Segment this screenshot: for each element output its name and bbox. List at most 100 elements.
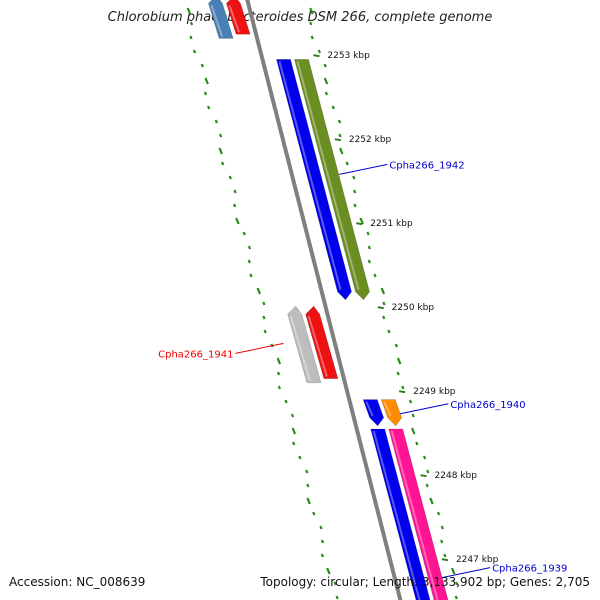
gc-skew-dot-outer — [440, 525, 444, 530]
gc-skew-dot-outer — [425, 483, 429, 488]
gc-skew-dot-outer — [324, 91, 329, 96]
gene-feature-highlight — [296, 61, 360, 291]
gene-feature-highlight — [289, 315, 311, 382]
gc-skew-dot-outer — [353, 203, 357, 208]
gc-skew-dot-outer — [366, 231, 370, 236]
gc-skew-dot-outer — [339, 147, 344, 155]
gc-skew-dot-inner — [200, 63, 204, 68]
gc-skew-dot-outer — [440, 539, 444, 544]
coordinate-tick-label: 2249 kbp — [413, 387, 456, 397]
gc-skew-dot-outer — [309, 21, 313, 26]
gc-skew-dot-inner — [284, 399, 288, 404]
gene-feature-highlight — [390, 430, 439, 600]
gene-feature — [294, 59, 370, 301]
gc-skew-dot-inner — [206, 105, 211, 110]
gc-skew-dot-outer — [323, 63, 327, 68]
gc-skew-dot-inner — [263, 329, 267, 334]
gc-skew-dot-outer — [454, 595, 458, 600]
gc-skew-dot-outer — [317, 49, 321, 54]
gc-skew-dot-outer — [394, 343, 399, 348]
gc-skew-dot-outer — [380, 287, 386, 295]
gene-feature-highlight — [210, 5, 224, 37]
gc-skew-dot-outer — [338, 133, 342, 138]
coordinate-tick-label: 2251 kbp — [370, 219, 413, 229]
gc-skew-dot-inner — [290, 413, 295, 418]
gc-skew-dot-outer — [426, 469, 430, 474]
gc-skew-dot-outer — [382, 301, 386, 306]
coordinate-tick — [441, 558, 449, 562]
gene-feature-highlight — [365, 401, 374, 417]
gc-skew-dot-inner — [189, 35, 193, 40]
gene-feature — [380, 399, 403, 427]
gc-skew-dot-inner — [233, 203, 237, 208]
coordinate-tick-label: 2248 kbp — [435, 471, 478, 481]
gene-feature — [276, 59, 352, 301]
gc-skew-dot-inner — [228, 175, 232, 180]
gc-skew-dot-outer — [422, 455, 427, 460]
gene-feature — [362, 399, 385, 427]
gc-skew-dot-outer — [396, 371, 400, 376]
gene-feature — [226, 0, 251, 35]
gc-skew-dot-outer — [436, 511, 441, 516]
gc-skew-dot-inner — [218, 147, 223, 155]
gene-feature — [388, 428, 449, 600]
gc-skew-dot-inner — [221, 161, 225, 166]
gene-label-leader — [400, 403, 449, 415]
coordinate-tick — [356, 222, 363, 226]
gene-feature-highlight — [278, 61, 342, 291]
gc-skew-dot-outer — [450, 567, 456, 575]
gene-feature-highlight — [372, 430, 421, 600]
coordinate-tick-label: 2247 kbp — [456, 555, 499, 565]
gc-skew-dot-outer — [411, 427, 416, 435]
gene-feature — [287, 305, 322, 384]
gc-skew-dot-inner — [291, 427, 297, 435]
gc-skew-dot-outer — [411, 413, 415, 418]
gc-skew-dot-inner — [333, 581, 337, 586]
gc-skew-dot-inner — [203, 91, 208, 96]
gc-skew-dot-outer — [309, 7, 314, 15]
gc-skew-dot-inner — [305, 469, 309, 474]
gc-skew-dot-outer — [310, 35, 314, 40]
gc-skew-dot-outer — [367, 245, 371, 250]
gc-skew-dot-outer — [367, 259, 371, 264]
gene-label: Cpha266_1942 — [389, 160, 464, 171]
gc-skew-dot-inner — [312, 511, 316, 516]
coordinate-tick — [377, 306, 384, 310]
gene-feature — [305, 305, 339, 379]
coordinate-tick-label: 2252 kbp — [349, 135, 392, 145]
gc-skew-dot-outer — [396, 357, 402, 365]
gene-label: Cpha266_1940 — [450, 400, 525, 411]
gc-skew-dot-inner — [319, 525, 323, 530]
gene-label: Cpha266_1939 — [492, 564, 567, 575]
coordinate-tick — [420, 474, 427, 478]
gc-skew-dot-outer — [359, 217, 364, 225]
gc-skew-dot-inner — [262, 301, 266, 306]
gene-feature-highlight — [307, 315, 328, 377]
gc-skew-dot-outer — [331, 105, 335, 110]
gc-skew-dot-inner — [335, 595, 339, 600]
gc-skew-dot-outer — [455, 581, 459, 586]
gene-label: Cpha266_1941 — [158, 349, 233, 360]
gc-skew-dot-outer — [323, 77, 329, 85]
gc-skew-dot-inner — [235, 217, 240, 225]
coordinate-tick — [334, 138, 342, 142]
gc-skew-dot-outer — [415, 441, 419, 446]
gc-skew-dot-outer — [408, 399, 413, 404]
gene-feature — [208, 0, 234, 39]
gc-skew-dot-outer — [401, 385, 405, 390]
gc-skew-dot-inner — [262, 315, 266, 320]
gc-skew-dot-inner — [249, 273, 253, 278]
gene-feature-highlight — [228, 5, 241, 33]
accession-label: Accession: NC_008639 — [9, 575, 146, 589]
gc-skew-dot-inner — [192, 49, 197, 54]
coordinate-tick-label: 2250 kbp — [392, 303, 435, 313]
gc-skew-dot-inner — [320, 539, 325, 544]
gc-skew-dot-outer — [373, 273, 377, 278]
map-title: Chlorobium phaeobacteroides DSM 266, com… — [107, 10, 493, 25]
gc-skew-dot-inner — [276, 371, 281, 376]
gc-skew-dot-outer — [337, 119, 342, 124]
gc-skew-dot-inner — [204, 77, 209, 85]
summary-label: Topology: circular; Length: 3,133,902 bp… — [260, 575, 590, 589]
gc-skew-dot-inner — [292, 441, 296, 446]
gc-skew-dot-outer — [353, 189, 357, 194]
